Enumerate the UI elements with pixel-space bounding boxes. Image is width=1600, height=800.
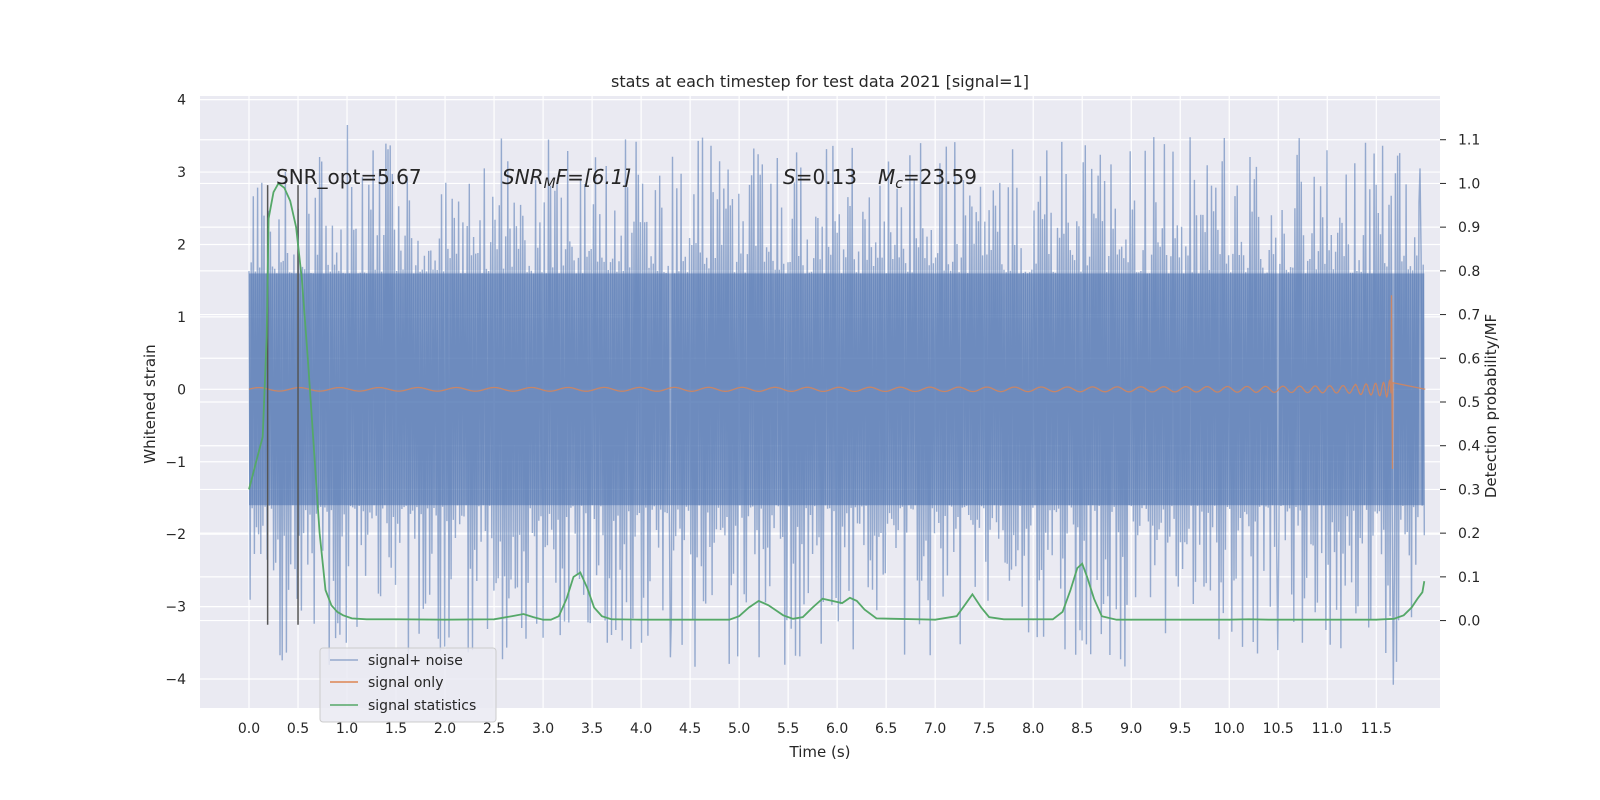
x-tick-label: 1.5 <box>385 721 407 737</box>
x-tick-label: 4.5 <box>679 721 701 737</box>
y-right-tick-label: 0.7 <box>1458 308 1480 324</box>
y-tick-label: −1 <box>165 455 186 471</box>
x-tick-label: 0.0 <box>238 721 260 737</box>
signal-only-trace <box>248 295 1426 470</box>
annotation-s: S=0.13 <box>783 165 857 189</box>
y-right-tick-label: 0.9 <box>1458 220 1480 236</box>
series-signal-statistics <box>248 182 1426 621</box>
annotation-snr-mf-base: SNR <box>502 165 544 189</box>
x-tick-label: 6.0 <box>826 721 848 737</box>
x-tick-label: 2.0 <box>434 721 456 737</box>
y-right-tick-label: 0.8 <box>1458 264 1480 280</box>
signal-statistics-line <box>248 182 1426 621</box>
y-right-tick-label: 0.1 <box>1458 570 1480 586</box>
y-tick-label: −2 <box>165 527 186 543</box>
series-signal-only <box>248 295 1426 470</box>
x-tick-label: 2.5 <box>483 721 505 737</box>
x-tick-label: 9.0 <box>1120 721 1142 737</box>
x-tick-label: 10.5 <box>1263 721 1294 737</box>
y-ticks-left: −4 −3 −2 −1 0 1 2 3 4 <box>165 93 186 688</box>
legend: signal+ noise signal only signal statist… <box>319 647 497 723</box>
annotation-s-value: =0.13 <box>796 165 857 189</box>
annotation-snr-mf-sub: M <box>544 176 556 192</box>
x-tick-label: 11.5 <box>1361 721 1392 737</box>
annotation-mc-sub: c <box>895 176 903 192</box>
x-tick-label: 3.5 <box>581 721 603 737</box>
y-tick-label: −4 <box>165 672 186 688</box>
legend-box <box>319 647 497 723</box>
y-right-tick-label: 1.1 <box>1458 133 1480 149</box>
y-right-tick-label: 0.4 <box>1458 439 1480 455</box>
y-axis-label-left: Whitened strain <box>141 344 159 463</box>
x-tick-label: 5.0 <box>728 721 750 737</box>
y-right-tick-label: 0.2 <box>1458 526 1480 542</box>
y-right-tick-label: 0.5 <box>1458 395 1480 411</box>
y-right-tick-label: 0.3 <box>1458 482 1480 498</box>
y-axis-label-right: Detection probability/MF <box>1482 314 1500 498</box>
annotation-mc-symbol: M <box>878 165 895 189</box>
legend-label-signal-noise: signal+ noise <box>368 653 463 669</box>
chart-title: stats at each timestep for test data 202… <box>611 72 1029 91</box>
y-tick-label: 4 <box>177 93 186 109</box>
x-tick-label: 6.5 <box>875 721 897 737</box>
y-ticks-right: 0.0 0.1 0.2 0.3 0.4 0.5 0.6 0.7 0.8 0.9 1.0 1.1 <box>1440 133 1480 630</box>
x-tick-label: 1.0 <box>336 721 358 737</box>
x-tick-label: 5.5 <box>777 721 799 737</box>
x-tick-label: 11.0 <box>1312 721 1343 737</box>
x-tick-label: 10.0 <box>1214 721 1245 737</box>
x-axis-label: Time (s) <box>789 743 851 761</box>
y-tick-label: −3 <box>165 600 186 616</box>
x-tick-label: 0.5 <box>287 721 309 737</box>
annotation-snr-mf: SNRMF=[6.1] <box>502 165 631 192</box>
annotation-snr-mf-rest: F=[6.1] <box>556 165 632 189</box>
x-tick-label: 7.5 <box>973 721 995 737</box>
x-ticks: 0.0 0.5 1.0 1.5 2.0 2.5 3.0 3.5 4.0 4.5 5.0 5.5 6.0 6… <box>238 721 1392 737</box>
annotation-mc: Mc=23.59 <box>878 165 977 192</box>
annotation-snr-opt: SNR_opt=5.67 <box>276 165 422 189</box>
x-tick-label: 7.0 <box>924 721 946 737</box>
y-tick-label: 0 <box>177 382 186 398</box>
annotation-s-symbol: S <box>783 165 796 189</box>
x-tick-label: 8.5 <box>1071 721 1093 737</box>
y-right-tick-label: 0.6 <box>1458 351 1480 367</box>
annotation-mc-value: =23.59 <box>903 165 977 189</box>
x-tick-label: 8.0 <box>1022 721 1044 737</box>
legend-label-signal-statistics: signal statistics <box>368 698 476 714</box>
x-tick-label: 9.5 <box>1169 721 1191 737</box>
y-tick-label: 3 <box>177 165 186 181</box>
x-tick-label: 3.0 <box>532 721 554 737</box>
legend-label-signal-only: signal only <box>368 675 443 691</box>
y-tick-label: 2 <box>177 237 186 253</box>
x-tick-label: 4.0 <box>630 721 652 737</box>
y-right-tick-label: 0.0 <box>1458 614 1480 630</box>
y-tick-label: 1 <box>177 310 186 326</box>
y-right-tick-label: 1.0 <box>1458 176 1480 192</box>
